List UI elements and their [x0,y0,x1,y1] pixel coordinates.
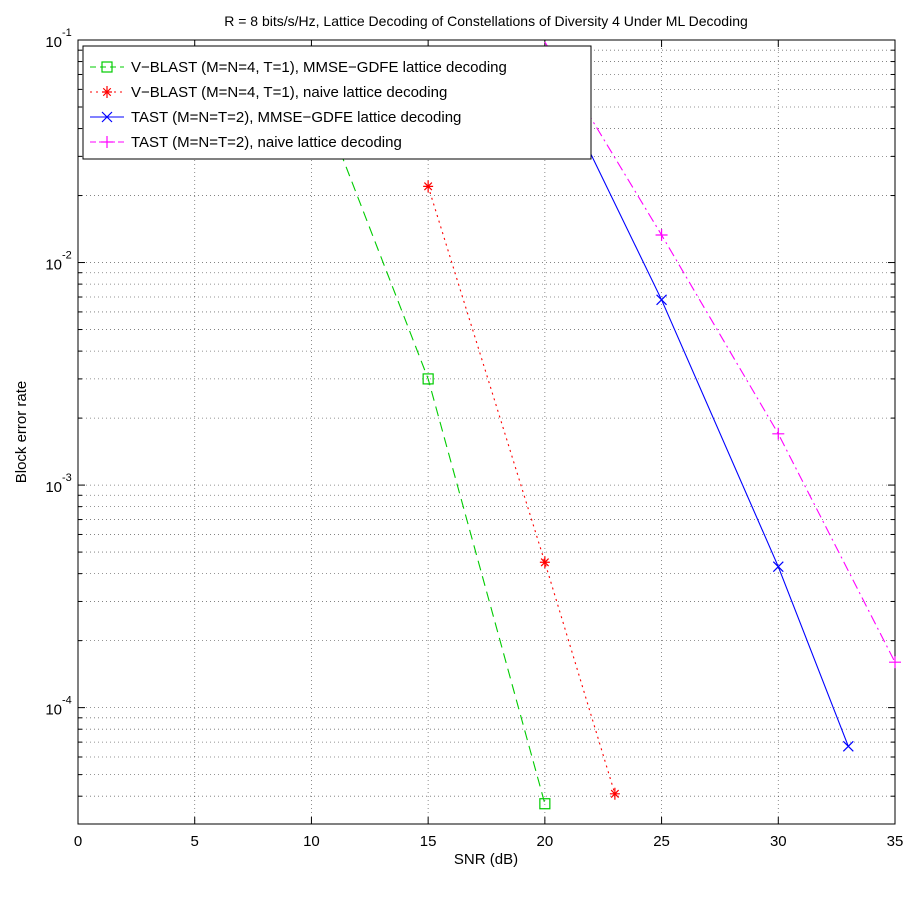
legend-label: TAST (M=N=T=2), naive lattice decoding [131,134,402,151]
series-line-3 [544,58,849,747]
series-marker [656,294,667,306]
series-layer [310,41,895,804]
series-marker [655,228,668,241]
series-marker [539,556,550,569]
x-axis-label: SNR (dB) [454,851,518,868]
legend-item-2: V−BLAST (M=N=4, T=1), naive lattice deco… [90,84,447,101]
series-marker [539,798,551,810]
x-tick-label: 30 [770,833,787,850]
x-tick-label: 20 [537,833,554,850]
axis-ticks [77,39,896,825]
series-line-4 [544,41,895,663]
legend-box [82,45,592,160]
y-tick-label-exponent: -4 [62,695,72,707]
series-marker [101,111,113,123]
series-marker [102,86,112,98]
legend-items: V−BLAST (M=N=4, T=1), MMSE−GDFE lattice … [90,59,507,151]
legend-label: V−BLAST (M=N=4, T=1), naive lattice deco… [131,84,447,101]
y-tick-label-exponent: -2 [62,250,72,262]
series-marker [609,787,620,800]
y-tick-label: 10 [45,34,62,51]
y-axis-label: Block error rate [13,381,30,484]
legend-item-4: TAST (M=N=T=2), naive lattice decoding [90,134,402,151]
legend-label: TAST (M=N=T=2), MMSE−GDFE lattice decodi… [131,109,461,126]
x-tick-label: 15 [420,833,437,850]
y-tick-labels: 10-410-310-210-1 [45,27,71,719]
legend-label: V−BLAST (M=N=4, T=1), MMSE−GDFE lattice … [131,59,507,76]
chart-title: R = 8 bits/s/Hz, Lattice Decoding of Con… [224,13,748,29]
legend: V−BLAST (M=N=4, T=1), MMSE−GDFE lattice … [82,45,592,160]
series-line-1 [310,77,546,804]
plot-frame [77,39,896,825]
x-tick-label: 5 [191,833,199,850]
legend-item-1: V−BLAST (M=N=4, T=1), MMSE−GDFE lattice … [90,59,507,76]
series-marker [422,373,434,385]
series-marker [889,656,901,669]
x-tick-labels: 0 5 10 15 20 25 30 35 [74,833,904,850]
x-tick-label: 10 [303,833,320,850]
grid-lines [78,40,895,824]
y-tick-label-exponent: -1 [62,27,72,39]
x-tick-label: 25 [653,833,670,850]
legend-item-3: TAST (M=N=T=2), MMSE−GDFE lattice decodi… [90,109,461,126]
series-marker [101,61,113,73]
y-tick-label-exponent: -3 [62,472,72,484]
y-tick-label: 10 [45,702,62,719]
y-tick-label: 10 [45,479,62,496]
marker-layer [305,53,901,810]
series-marker [101,136,113,148]
series-marker [423,180,434,193]
series-line-2 [427,186,616,794]
series-marker [772,427,785,440]
y-tick-label: 10 [45,257,62,274]
x-tick-label: 35 [887,833,904,850]
series-marker [772,561,784,573]
series-marker [842,740,854,752]
x-tick-label: 0 [74,833,82,850]
